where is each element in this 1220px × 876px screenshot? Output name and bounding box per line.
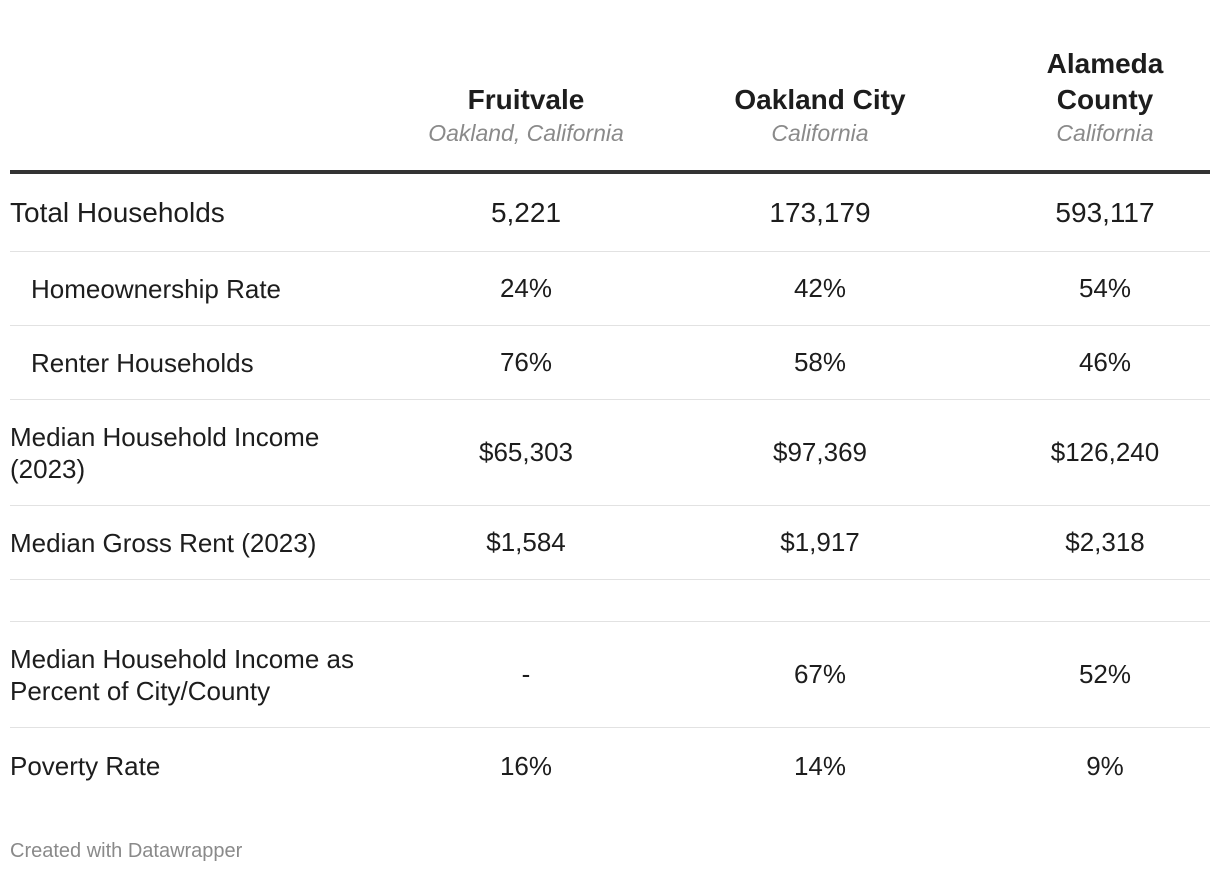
table-row: Renter Households 76% 58% 46% — [10, 326, 1210, 400]
column-header-fruitvale: Fruitvale Oakland, California — [386, 82, 666, 148]
table-header: Fruitvale Oakland, California Oakland Ci… — [10, 0, 1210, 174]
table-cell: 42% — [793, 273, 847, 303]
table-row: Median Gross Rent (2023) $1,584 $1,917 $… — [10, 506, 1210, 580]
data-table: Fruitvale Oakland, California Oakland Ci… — [10, 0, 1210, 804]
table-row: Median Household Income as Percent of Ci… — [10, 622, 1210, 728]
table-cell: - — [521, 659, 531, 689]
table-row: Total Households 5,221 173,179 593,117 — [10, 174, 1210, 252]
column-title: Fruitvale — [467, 84, 585, 115]
table-cell: 52% — [1078, 659, 1132, 689]
table-cell: $2,318 — [1065, 527, 1145, 557]
row-label: Homeownership Rate — [31, 273, 282, 304]
spacer-row — [10, 580, 1210, 622]
column-header-alameda-county: Alameda County California — [965, 46, 1220, 148]
table-cell: 173,179 — [769, 196, 871, 228]
row-label: Poverty Rate — [10, 751, 161, 781]
column-subtitle: California — [771, 120, 869, 146]
column-subtitle: Oakland, California — [428, 120, 624, 146]
column-title: Alameda County — [1046, 48, 1164, 115]
table-cell: 593,117 — [1055, 196, 1155, 228]
row-label: Renter Households — [31, 347, 254, 378]
table-cell: 54% — [1078, 273, 1132, 303]
table-cell: 24% — [499, 273, 553, 303]
table-cell: 58% — [793, 347, 847, 377]
table-cell: 5,221 — [490, 196, 562, 228]
table-cell: $97,369 — [773, 437, 867, 467]
table-row: Poverty Rate 16% 14% 9% — [10, 728, 1210, 804]
table-cell: $65,303 — [479, 437, 573, 467]
row-label: Total Households — [10, 196, 225, 228]
row-label — [10, 580, 390, 621]
footer-credit: Created with Datawrapper — [10, 840, 243, 862]
column-subtitle: California — [1056, 120, 1154, 146]
column-title: Oakland City — [734, 84, 906, 115]
column-header-oakland-city: Oakland City California — [680, 82, 960, 148]
table-cell: 67% — [793, 659, 847, 689]
table-cell: 76% — [499, 347, 553, 377]
table-cell: 16% — [499, 750, 553, 781]
table-cell: 14% — [793, 750, 847, 781]
row-label: Median Household Income (2023) — [10, 421, 320, 484]
table-cell: 46% — [1078, 347, 1132, 377]
table-row: Median Household Income (2023) $65,303 $… — [10, 400, 1210, 506]
row-label: Median Gross Rent (2023) — [10, 527, 317, 558]
table-cell: 9% — [1086, 750, 1124, 781]
row-label: Median Household Income as Percent of Ci… — [10, 643, 354, 706]
table-row: Homeownership Rate 24% 42% 54% — [10, 252, 1210, 326]
table-cell: $1,917 — [780, 527, 860, 557]
table-cell: $1,584 — [486, 527, 566, 557]
table-cell: $126,240 — [1050, 437, 1160, 467]
